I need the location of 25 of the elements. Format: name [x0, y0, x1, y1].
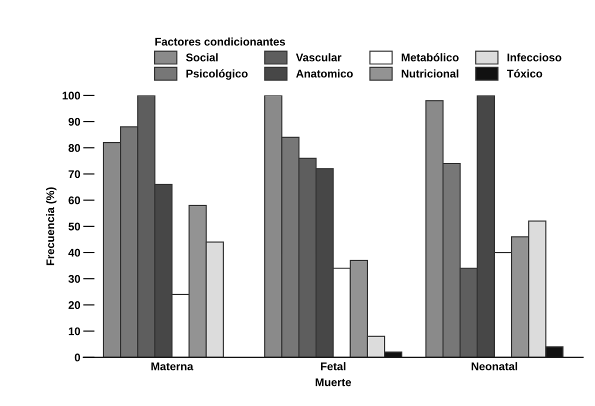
y-tick-label: 0	[74, 354, 80, 362]
legend-label: Vascular	[296, 53, 342, 62]
legend-label: Anatomico	[296, 69, 353, 78]
y-tick-label: 30	[68, 274, 80, 283]
y-tick-label: 80	[68, 144, 80, 152]
y-tick-label: 50	[68, 222, 80, 230]
y-tick-label: 70	[68, 170, 80, 178]
x-axis-title: Muerte	[316, 378, 352, 386]
y-tick-label: 20	[68, 301, 80, 310]
x-tick-label: Neonatal	[472, 362, 518, 370]
legend-label: Psicológico	[186, 69, 248, 80]
y-axis-title: Frecuencia (%)	[46, 187, 56, 266]
y-tick-label: 10	[68, 327, 80, 336]
y-tick-label: 40	[68, 248, 80, 257]
x-tick-label: Fetal	[320, 362, 346, 370]
legend-title: Factores condicionantes	[155, 37, 286, 46]
legend-label: Metabólico	[402, 53, 459, 62]
y-tick-label: 100	[62, 92, 80, 100]
legend-label: Tóxico	[506, 69, 542, 78]
y-tick-label: 60	[68, 196, 80, 204]
y-tick-label: 90	[68, 118, 80, 126]
legend-label: Social	[186, 53, 218, 62]
x-tick-label: Materna	[151, 362, 194, 370]
legend-label: Infeccioso	[508, 53, 562, 62]
legend-label: Nutricional	[402, 69, 458, 78]
